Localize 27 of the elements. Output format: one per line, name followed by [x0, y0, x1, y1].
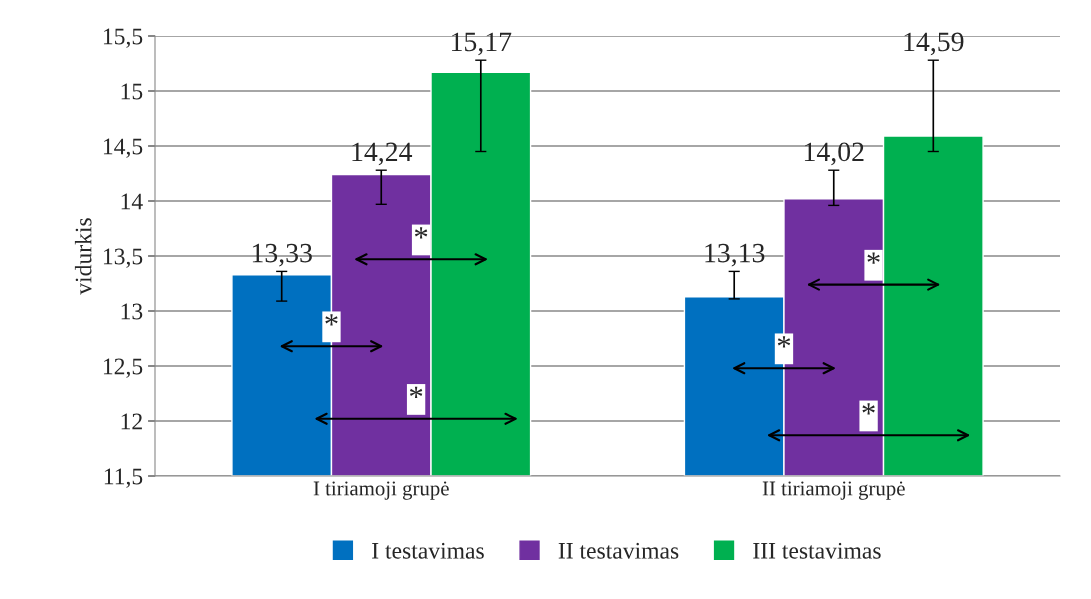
data-label: 15,17 [451, 32, 512, 56]
y-tick-label: 12 [121, 413, 142, 430]
y-tick-label: 11,5 [104, 468, 143, 488]
y-axis-title: vidurkis [74, 218, 92, 295]
annotation: * [325, 314, 338, 326]
y-tick-label: 14,5 [103, 138, 143, 158]
y-tick-label: 15 [121, 83, 143, 100]
annotation: * [777, 336, 791, 348]
data-label: 13,13 [705, 243, 765, 267]
legend-label: I testavimas [372, 542, 484, 559]
data-label: 14,02 [804, 142, 864, 166]
annotation: * [409, 386, 423, 398]
x-tick-label: I tiriamoji grupė [313, 481, 449, 500]
x-tick-label: II tiriamoji grupė [762, 481, 905, 500]
y-tick-label: 12,5 [103, 358, 143, 378]
legend-label: III testavimas [753, 542, 881, 559]
data-label: 14,59 [904, 32, 964, 56]
annotation: * [414, 227, 428, 239]
y-tick-label: 13 [121, 303, 143, 320]
y-tick-label: 14 [121, 193, 143, 210]
data-label: 14,24 [352, 142, 413, 166]
data-label: 13,33 [252, 243, 312, 267]
annotation: * [862, 403, 875, 415]
y-tick-label: 13,5 [103, 248, 143, 268]
annotation: * [867, 252, 880, 264]
y-tick-label: 15,5 [103, 28, 143, 48]
legend-label: II testavimas [558, 542, 679, 559]
